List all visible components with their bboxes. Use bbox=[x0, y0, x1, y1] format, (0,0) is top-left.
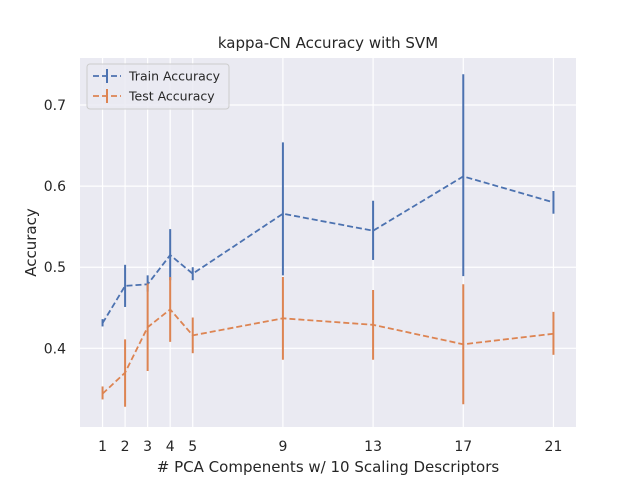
y-axis-label: Accuracy bbox=[22, 208, 40, 277]
y-tick-label-3: 0.7 bbox=[44, 98, 66, 114]
x-axis-label: # PCA Compenents w/ 10 Scaling Descripto… bbox=[157, 458, 500, 476]
x-tick-label-8: 21 bbox=[545, 439, 563, 455]
tick-labels: 1 2 3 4 5 9 13 17 21 0.4 0.5 0.6 0.7 bbox=[44, 98, 563, 455]
series-0 bbox=[101, 74, 555, 327]
chart-title: kappa-CN Accuracy with SVM bbox=[218, 34, 438, 52]
y-tick-label-1: 0.5 bbox=[44, 260, 66, 276]
series-1 bbox=[101, 276, 555, 407]
x-tick-label-4: 5 bbox=[188, 439, 197, 455]
plot-area bbox=[80, 58, 576, 427]
y-tick-label-0: 0.4 bbox=[44, 341, 66, 357]
legend-label-0: Train Accuracy bbox=[128, 69, 221, 84]
legend: Train Accuracy Test Accuracy bbox=[86, 63, 230, 110]
x-tick-label-3: 4 bbox=[166, 439, 175, 455]
legend-box bbox=[86, 63, 230, 110]
x-tick-label-6: 13 bbox=[364, 439, 382, 455]
series-layer bbox=[101, 74, 555, 407]
x-tick-label-2: 3 bbox=[143, 439, 152, 455]
x-tick-label-7: 17 bbox=[454, 439, 472, 455]
y-tick-label-2: 0.6 bbox=[44, 179, 66, 195]
legend-label-1: Test Accuracy bbox=[128, 89, 215, 104]
x-tick-label-1: 2 bbox=[121, 439, 130, 455]
series-line-1 bbox=[101, 308, 554, 395]
x-tick-label-5: 9 bbox=[278, 439, 287, 455]
x-tick-label-0: 1 bbox=[98, 439, 107, 455]
